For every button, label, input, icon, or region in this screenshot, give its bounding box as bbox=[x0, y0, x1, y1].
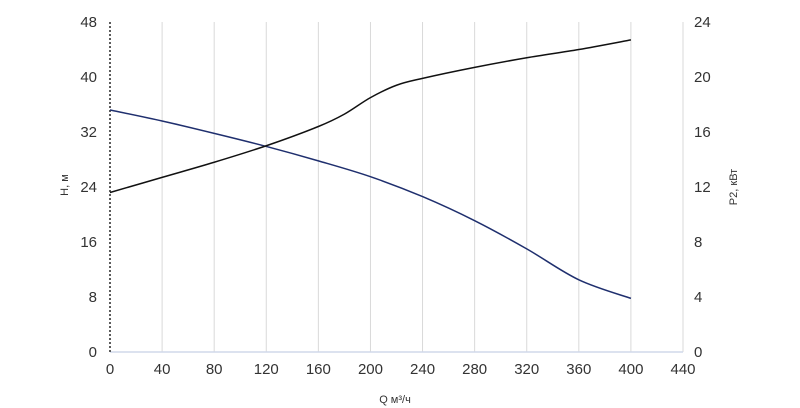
right-y-tick-label: 12 bbox=[694, 179, 711, 196]
right-y-tick-label: 8 bbox=[694, 234, 702, 251]
x-tick-label: 400 bbox=[618, 361, 643, 378]
left-y-tick-labels: 0 8 16 24 32 40 48 bbox=[80, 14, 97, 361]
x-tick-label: 200 bbox=[358, 361, 383, 378]
x-tick-labels: 0 40 80 120 160 200 240 280 320 360 400 440 bbox=[106, 361, 696, 378]
right-y-axis-title: P2, кВт bbox=[728, 169, 740, 205]
left-y-tick-label: 0 bbox=[89, 344, 97, 361]
series-lines bbox=[109, 39, 632, 300]
left-y-tick-label: 40 bbox=[80, 69, 97, 86]
series-line-h bbox=[109, 109, 632, 300]
right-y-tick-label: 0 bbox=[694, 344, 702, 361]
x-tick-label: 120 bbox=[254, 361, 279, 378]
x-tick-label: 80 bbox=[206, 361, 223, 378]
right-y-tick-label: 24 bbox=[694, 14, 711, 31]
right-y-tick-label: 20 bbox=[694, 69, 711, 86]
x-tick-label: 360 bbox=[566, 361, 591, 378]
left-y-axis-title: H, м bbox=[59, 174, 71, 196]
axes bbox=[109, 22, 683, 353]
left-y-tick-label: 16 bbox=[80, 234, 97, 251]
x-tick-label: 320 bbox=[514, 361, 539, 378]
x-tick-label: 40 bbox=[154, 361, 171, 378]
x-tick-label: 240 bbox=[410, 361, 435, 378]
x-tick-label: 160 bbox=[306, 361, 331, 378]
x-tick-label: 440 bbox=[670, 361, 695, 378]
right-y-tick-label: 4 bbox=[694, 289, 702, 306]
series-line-p2 bbox=[109, 39, 632, 194]
left-y-tick-label: 48 bbox=[80, 14, 97, 31]
left-y-tick-label: 8 bbox=[89, 289, 97, 306]
grid-lines bbox=[161, 22, 684, 352]
left-y-tick-label: 24 bbox=[80, 179, 97, 196]
x-tick-label: 0 bbox=[106, 361, 114, 378]
right-y-tick-labels: 0 4 8 12 16 20 24 bbox=[694, 14, 711, 361]
right-y-tick-label: 16 bbox=[694, 124, 711, 141]
left-y-tick-label: 32 bbox=[80, 124, 97, 141]
x-axis-title: Q м³/ч bbox=[379, 394, 411, 406]
x-tick-label: 280 bbox=[462, 361, 487, 378]
